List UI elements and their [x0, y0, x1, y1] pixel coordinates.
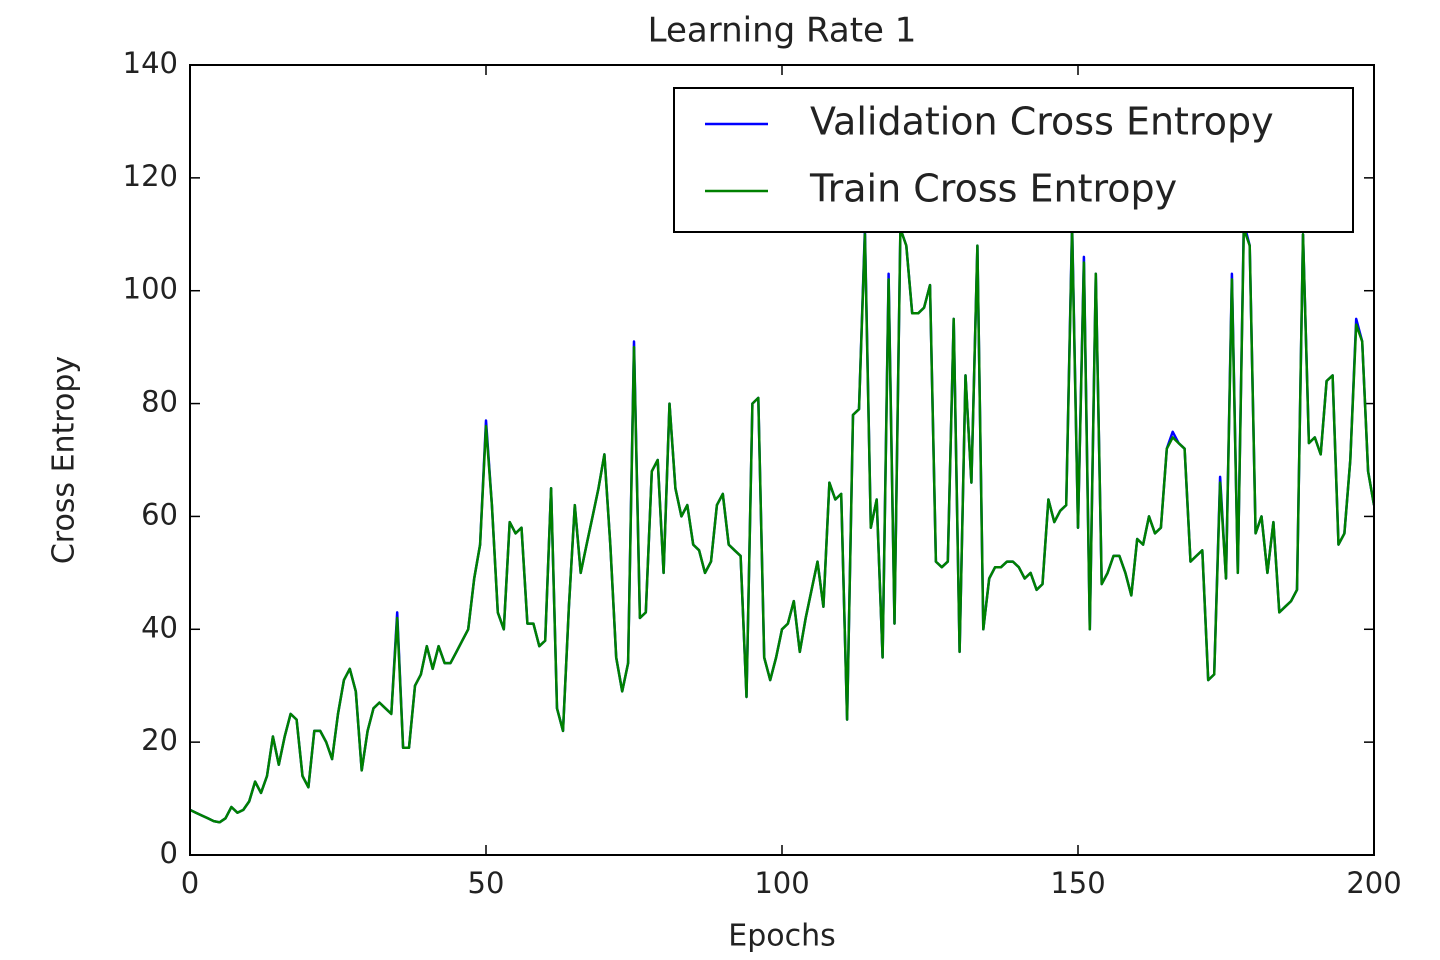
x-tick-label: 50	[468, 866, 505, 900]
x-tick-label: 200	[1346, 866, 1401, 900]
legend-box	[673, 87, 1354, 233]
y-tick-label: 0	[160, 836, 178, 870]
legend-label: Train Cross Entropy	[809, 167, 1177, 211]
plot-frame	[189, 64, 1375, 856]
x-tick-label: 150	[1050, 866, 1105, 900]
y-tick-label: 120	[123, 159, 178, 193]
series-line	[190, 227, 1374, 824]
x-axis-label: Epochs	[728, 919, 836, 954]
x-tick-label: 100	[754, 866, 809, 900]
y-axis-label: Cross Entropy	[47, 356, 82, 564]
y-tick-label: 100	[123, 272, 178, 306]
y-tick-label: 20	[141, 723, 178, 757]
y-tick-label: 40	[141, 610, 178, 644]
y-tick-label: 140	[123, 46, 178, 80]
y-tick-label: 60	[141, 497, 178, 531]
y-tick-label: 80	[141, 385, 178, 419]
legend-label: Validation Cross Entropy	[810, 100, 1274, 144]
x-tick-label: 0	[181, 866, 199, 900]
chart-title: Learning Rate 1	[648, 11, 917, 51]
